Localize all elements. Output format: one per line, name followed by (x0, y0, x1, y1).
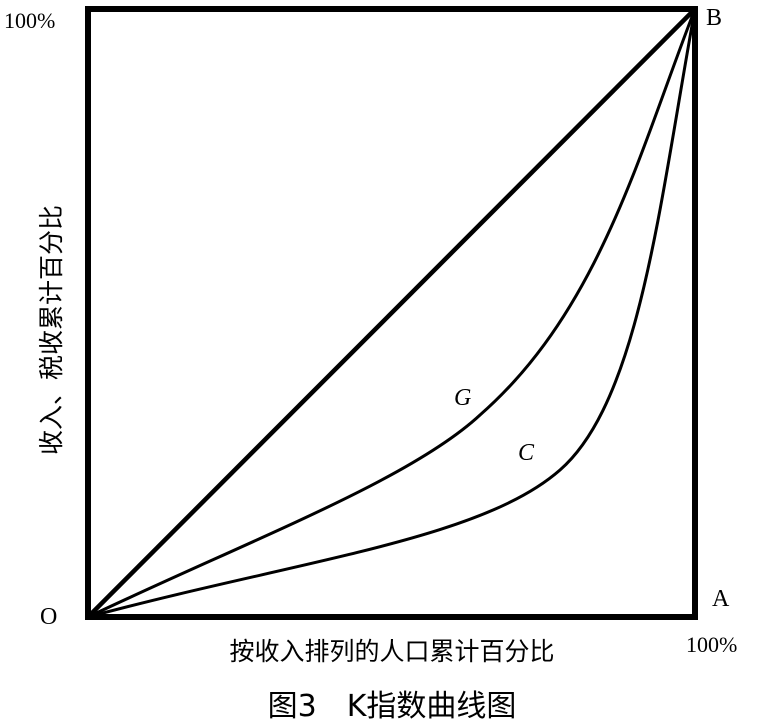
x-axis-label: 按收入排列的人口累计百分比 (229, 637, 554, 666)
curve-c-label: C (518, 440, 535, 466)
y-axis-label: 收入、税收累计百分比 (37, 205, 66, 455)
bottom-right-percent-label: 100% (686, 632, 737, 657)
equality-diagonal (86, 7, 697, 619)
point-a-label: A (712, 586, 730, 612)
point-o-label: O (40, 604, 57, 630)
figure-caption: 图3 K指数曲线图 (268, 689, 517, 724)
curve-c (87, 8, 697, 619)
curve-g-label: G (454, 385, 471, 411)
top-left-percent-label: 100% (4, 8, 55, 33)
point-b-label: B (706, 5, 722, 31)
curve-g (87, 8, 697, 619)
plot-frame (85, 6, 698, 620)
